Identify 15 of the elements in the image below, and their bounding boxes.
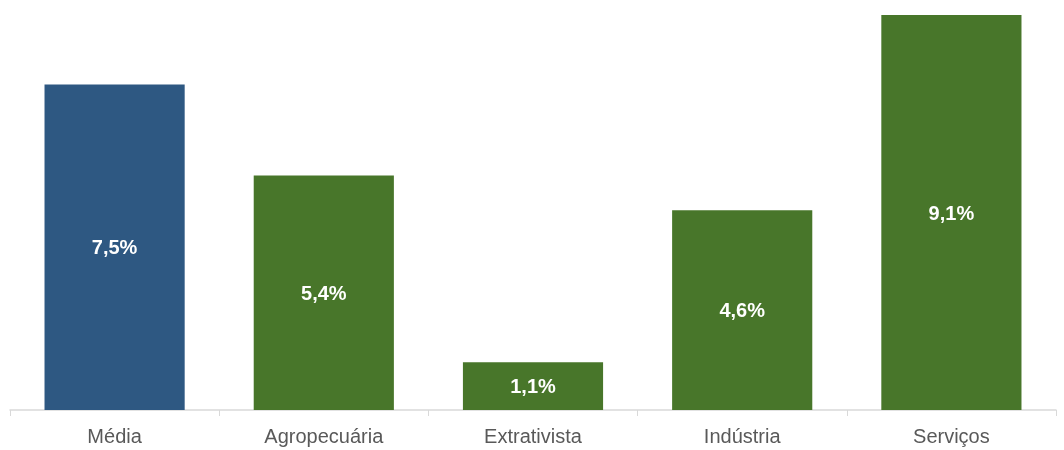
bar (881, 15, 1022, 410)
x-tick-label: Indústria (703, 425, 782, 447)
x-tick-label: Agropecuária (264, 425, 385, 447)
bar (44, 84, 185, 410)
data-label: 5,4% (301, 281, 347, 304)
data-label: 9,1% (928, 201, 975, 224)
data-label: 4,6% (719, 299, 766, 322)
data-label: 7,5% (91, 236, 138, 259)
bar (253, 175, 394, 410)
data-label: 1,1% (510, 375, 557, 398)
bar (672, 210, 813, 410)
x-tick-label: Serviços (913, 425, 990, 447)
x-tick-label: Extrativista (484, 425, 583, 447)
x-tick-label: Média (87, 425, 143, 447)
bar (462, 362, 604, 410)
